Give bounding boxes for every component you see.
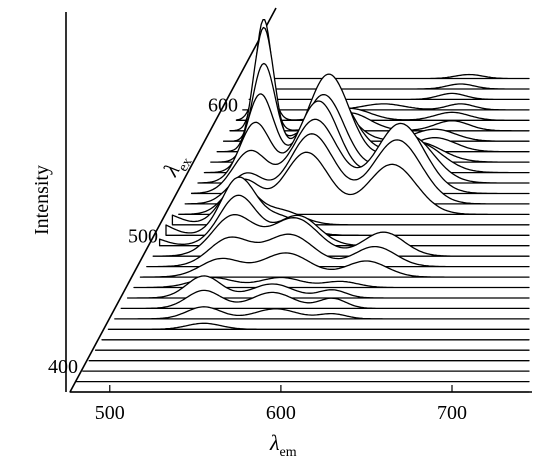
depth-tick-label: 500 <box>128 225 158 247</box>
excitation-axis <box>69 7 277 393</box>
x-tick-label: 700 <box>437 402 467 424</box>
x-axis-label: λem <box>269 430 297 460</box>
depth-axis-label-subscript: ex <box>176 155 196 174</box>
spectrum-trace <box>184 133 530 205</box>
x-tick-label: 600 <box>266 402 296 424</box>
spectrum-trace <box>254 83 530 90</box>
depth-tick-label: 600 <box>208 95 238 117</box>
x-tick-group: 500 600 700 <box>95 385 467 424</box>
depth-axis-label: λex <box>158 148 196 184</box>
spectrum-trace <box>120 289 530 310</box>
spectrum-trace <box>242 103 530 111</box>
trace-group <box>69 19 530 393</box>
spectrum-trace <box>139 252 530 278</box>
spectrum-trace <box>126 275 530 299</box>
spectrum-trace <box>107 322 530 330</box>
x-axis-label-subscript: em <box>280 445 297 460</box>
spectrum-trace <box>114 306 530 320</box>
x-axis-label-symbol: λ <box>269 430 280 455</box>
depth-tick-label: 400 <box>48 356 78 378</box>
x-tick-label: 500 <box>95 402 125 424</box>
y-axis-label: Intensity <box>31 165 53 235</box>
spectrum-trace <box>146 233 530 268</box>
spectrum-trace <box>261 73 530 80</box>
spectrum-trace <box>248 92 530 101</box>
spectrum-trace <box>190 118 530 195</box>
depth-tick-group: 400 500 600 <box>48 95 238 378</box>
